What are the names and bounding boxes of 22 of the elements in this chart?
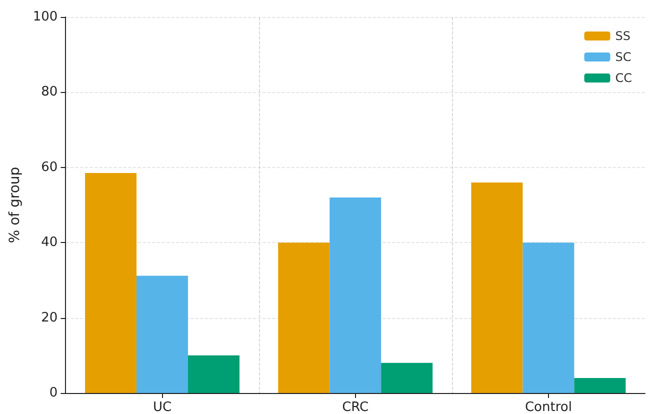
bar [85,173,137,393]
bar [574,378,626,393]
y-tick-label: 80 [41,84,58,100]
bar [330,197,382,393]
legend-label: CC [615,71,632,85]
y-tick-label: 20 [41,310,58,326]
x-tick-label: Control [524,400,572,414]
x-tick-label: CRC [342,400,369,414]
y-axis-title: % of group [7,166,23,244]
bar [136,276,188,393]
bar [471,182,523,393]
x-tick-label: UC [152,400,172,414]
bar [381,362,433,393]
bar [188,355,240,393]
bar [522,242,574,393]
y-tick-label: 60 [41,160,58,175]
legend-label: SS [615,29,630,43]
y-tick-label: 40 [41,235,58,250]
bar [278,242,330,393]
legend-label: SC [615,50,632,64]
y-tick-label: 0 [49,386,58,400]
y-tick-label: 100 [32,10,58,24]
